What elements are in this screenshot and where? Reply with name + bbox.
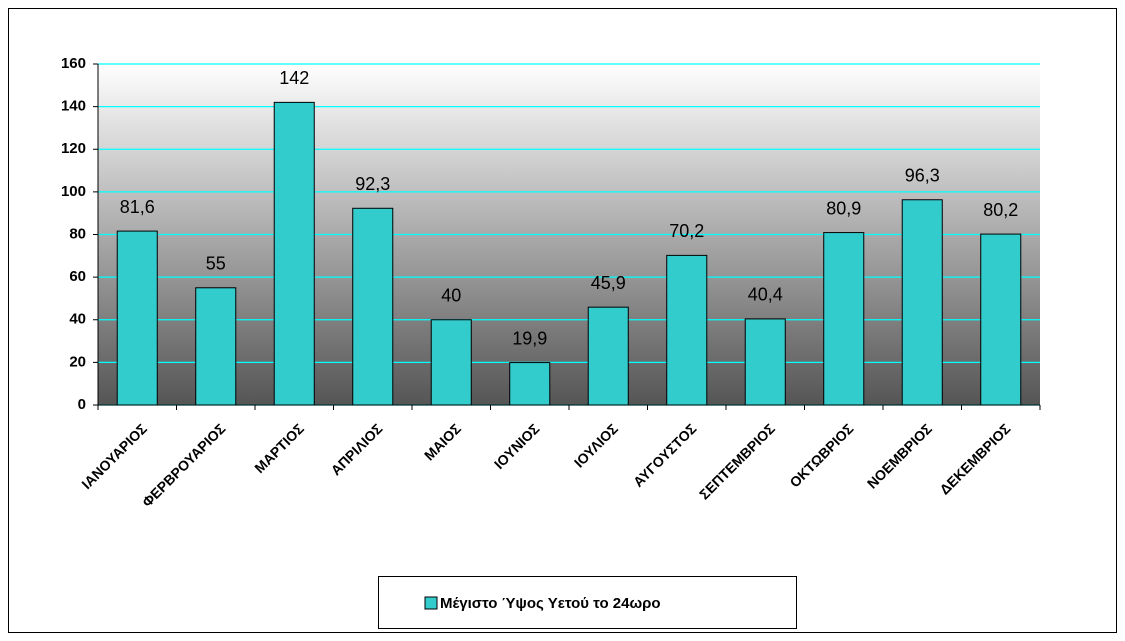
value-label: 96,3	[905, 166, 940, 186]
y-tick-label: 80	[69, 225, 86, 242]
x-tick-label: ΦΕΡΒΡΟΥΑΡΙΟΣ	[139, 420, 229, 510]
y-tick-label: 60	[69, 268, 86, 285]
legend-label: Μέγιστο Ύψος Υετού το 24ωρο	[440, 595, 661, 612]
bar	[352, 207, 394, 406]
value-label: 55	[206, 254, 226, 274]
value-label: 80,2	[983, 200, 1018, 220]
bar	[587, 306, 629, 406]
x-tick-label: ΙΑΝΟΥΑΡΙΟΣ	[78, 420, 150, 492]
x-tick-label: ΙΟΥΝΙΟΣ	[491, 420, 543, 472]
value-label: 19,9	[512, 328, 547, 348]
bar	[744, 318, 786, 406]
x-tick-label: ΙΟΥΛΙΟΣ	[571, 420, 621, 470]
x-tick-label: ΝΟΕΜΒΡΙΟΣ	[864, 420, 935, 491]
legend-swatch	[424, 596, 438, 610]
bar	[430, 319, 472, 406]
bar	[823, 232, 865, 406]
value-label: 142	[279, 68, 309, 88]
value-label: 92,3	[355, 174, 390, 194]
value-label: 40	[441, 286, 461, 306]
x-tick-label: ΑΠΡΙΛΙΟΣ	[328, 420, 386, 478]
bar	[273, 101, 315, 406]
x-tick-label: ΑΥΓΟΥΣΤΟΣ	[630, 420, 700, 490]
x-tick-label: ΜΑΙΟΣ	[421, 420, 464, 463]
bar	[980, 233, 1022, 406]
value-label: 80,9	[826, 198, 861, 218]
value-label: 40,4	[748, 285, 783, 305]
x-tick-label: ΣΕΠΤΕΜΒΡΙΟΣ	[696, 420, 778, 502]
bar	[509, 362, 551, 406]
y-tick-label: 120	[61, 140, 86, 157]
y-tick-label: 0	[78, 396, 86, 413]
bar	[666, 254, 708, 406]
legend	[378, 576, 797, 629]
y-tick-label: 20	[69, 353, 86, 370]
x-tick-label: ΔΕΚΕΜΒΡΙΟΣ	[936, 420, 1013, 497]
value-label: 70,2	[669, 221, 704, 241]
x-tick-label: ΜΑΡΤΙΟΣ	[251, 420, 307, 476]
frame	[8, 8, 1117, 633]
y-tick-label: 100	[61, 183, 86, 200]
bar	[116, 230, 158, 406]
bar	[195, 287, 237, 406]
y-tick-label: 160	[61, 55, 86, 72]
value-label: 81,6	[120, 197, 155, 217]
x-tick-label: ΟΚΤΩΒΡΙΟΣ	[786, 420, 856, 490]
y-tick-label: 140	[61, 98, 86, 115]
y-tick-label: 40	[69, 311, 86, 328]
bar	[901, 199, 943, 406]
value-label: 45,9	[591, 273, 626, 293]
